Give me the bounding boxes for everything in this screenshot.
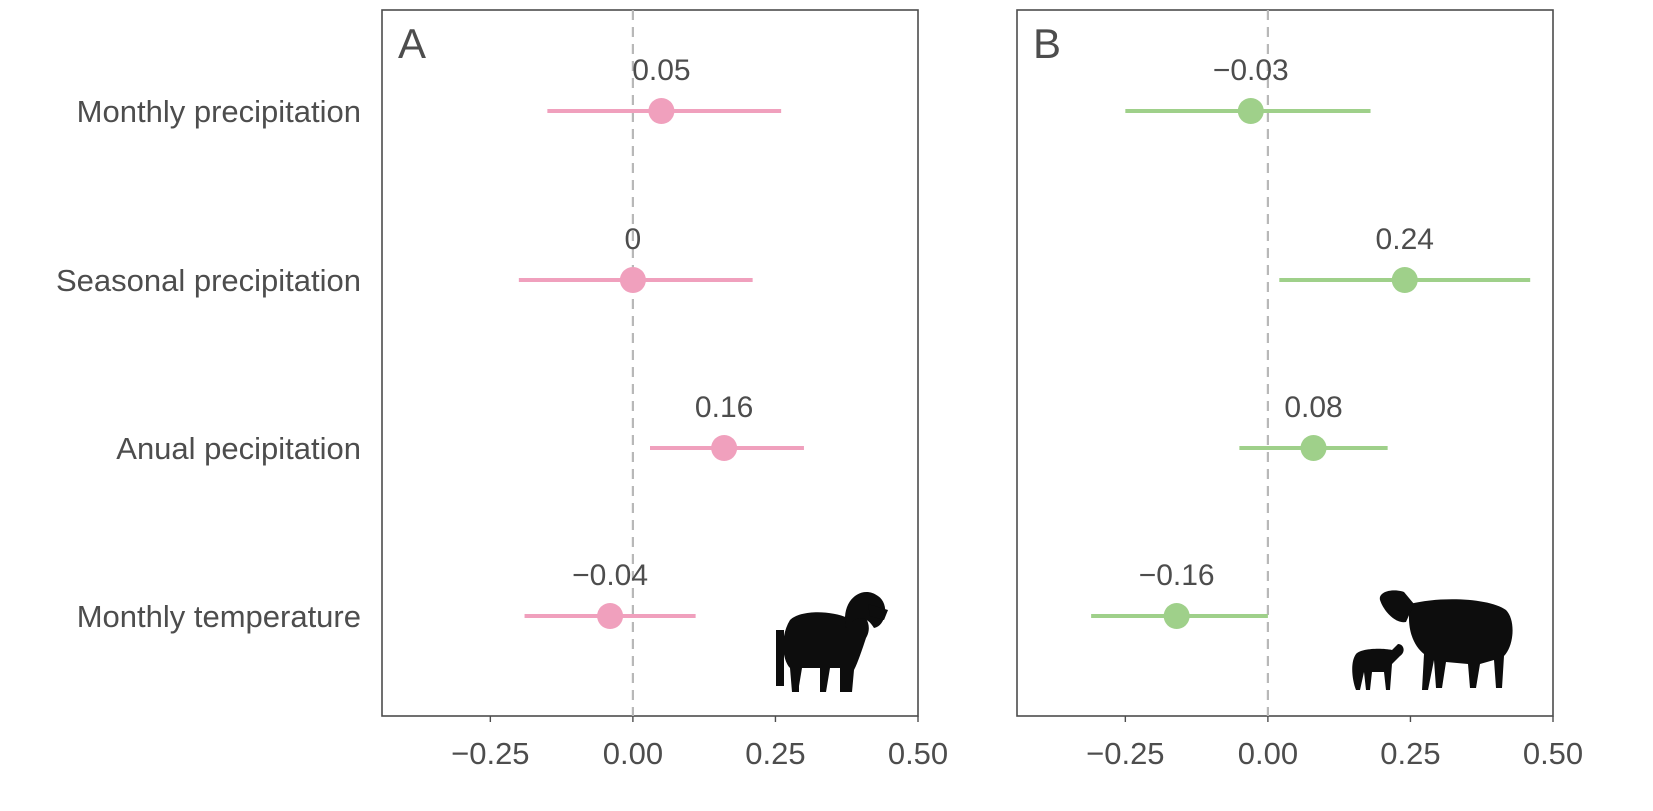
x-tick-label: 0.00 — [1238, 736, 1298, 771]
category-label: Anual pecipitation — [116, 431, 361, 466]
estimate-value-label: −0.03 — [1213, 54, 1289, 87]
mouflon-ram-silhouette-icon — [776, 591, 888, 692]
category-label: Monthly temperature — [77, 599, 361, 634]
estimate-point — [1300, 435, 1327, 461]
ewe-and-lamb-silhouette-icon — [1352, 590, 1513, 690]
x-tick-label: 0.25 — [1380, 736, 1440, 771]
estimate-value-label: 0.08 — [1284, 391, 1342, 424]
x-tick-label: −0.25 — [1086, 736, 1164, 771]
panel-frame — [1016, 9, 1554, 717]
estimate-point — [1237, 98, 1264, 124]
category-label: Monthly precipitation — [77, 94, 361, 129]
x-tick-label: 0.00 — [603, 736, 663, 771]
category-label: Seasonal precipitation — [56, 263, 361, 298]
panel-letter: A — [398, 20, 426, 67]
panel-frame — [381, 9, 919, 717]
estimate-value-label: −0.04 — [572, 559, 648, 592]
x-tick-label: 0.25 — [745, 736, 805, 771]
panel-letter: B — [1033, 20, 1061, 67]
estimate-point — [711, 435, 738, 461]
panel-a: A −0.25 0.00 0.25 0.50 0.05 0 0.16 −0.04 — [381, 9, 948, 771]
x-tick-label: 0.50 — [888, 736, 948, 771]
estimate-point — [619, 267, 646, 293]
panel-b: B −0.25 0.00 0.25 0.50 −0.03 0.24 0.08 −0.16 — [1016, 9, 1583, 771]
estimate-point — [648, 98, 675, 124]
x-tick-label: −0.25 — [451, 736, 529, 771]
panels: A −0.25 0.00 0.25 0.50 0.05 0 0.16 −0.04 B −0.25 0.… — [381, 9, 1583, 771]
estimate-point — [1391, 267, 1418, 293]
estimate-value-label: 0.05 — [632, 54, 690, 87]
estimate-point — [597, 603, 624, 629]
estimate-value-label: 0 — [625, 223, 642, 256]
x-tick-label: 0.50 — [1523, 736, 1583, 771]
category-labels: Monthly precipitation Seasonal precipitat… — [56, 94, 361, 634]
estimate-point — [1163, 603, 1190, 629]
estimate-value-label: 0.16 — [695, 391, 753, 424]
estimate-value-label: −0.16 — [1139, 559, 1215, 592]
estimate-value-label: 0.24 — [1376, 223, 1434, 256]
